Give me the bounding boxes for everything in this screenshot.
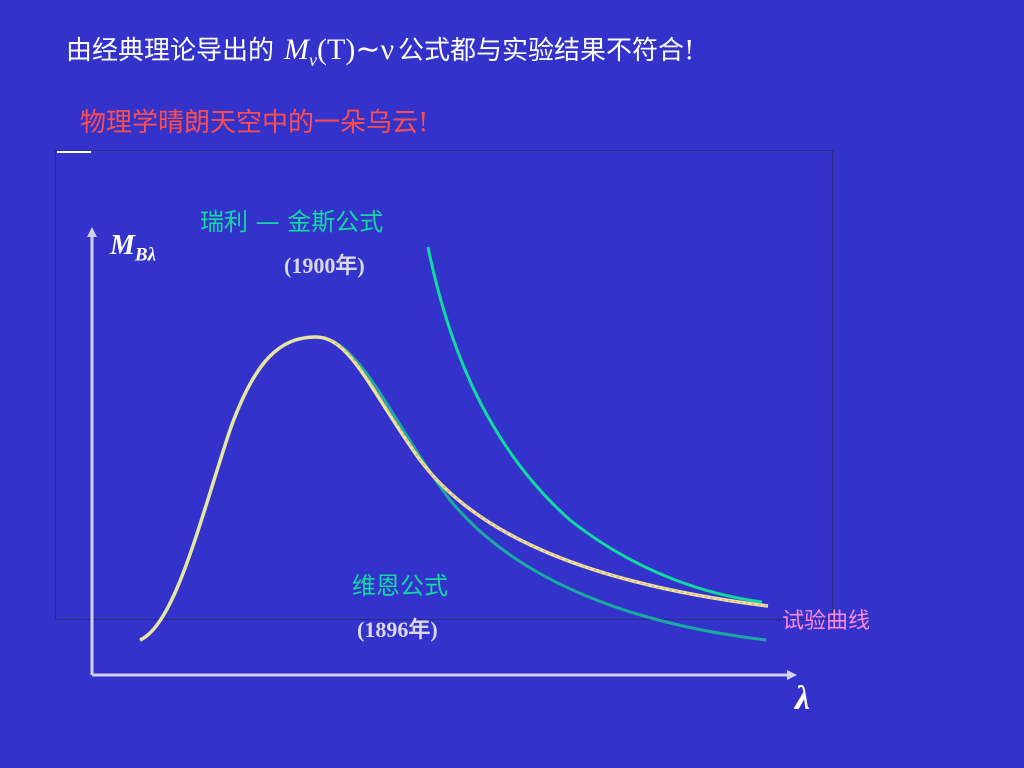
rayleigh-jeans-curve: [426, 246, 763, 604]
y-axis-label: MBλ: [110, 230, 156, 267]
title-prefix: 由经典理论导出的: [66, 36, 275, 66]
rayleigh-jeans-label: 瑞利 — 金斯公式: [200, 208, 384, 236]
slide-title: 由经典理论导出的 Mν(T)∼ν 公式都与实验结果不符合!: [66, 30, 694, 71]
formula-subscript: ν: [309, 50, 318, 70]
formula-arg: (T): [317, 33, 356, 66]
x-axis-label: λ: [795, 680, 811, 717]
experimental-curve: [139, 335, 769, 642]
experimental-curve-label: 试验曲线: [782, 609, 871, 634]
y-axis-subscript: Bλ: [134, 244, 157, 266]
wien-year: (1896年): [357, 617, 438, 642]
plot-frame: [55, 150, 833, 620]
title-suffix: 公式都与实验结果不符合!: [398, 36, 695, 66]
formula-tilde: ∼ν: [355, 33, 395, 66]
frame-corner-mark: [57, 151, 91, 153]
title-formula: Mν(T)∼ν: [284, 32, 394, 71]
experimental-curve-dash: [329, 339, 769, 607]
slide-subtitle: 物理学晴朗天空中的一朵乌云!: [80, 108, 429, 138]
formula-symbol: M: [284, 33, 310, 66]
y-axis-symbol: M: [110, 230, 135, 261]
wien-curve: [315, 335, 767, 642]
wien-label: 维恩公式: [352, 572, 448, 600]
rayleigh-jeans-year: (1900年): [284, 253, 365, 278]
